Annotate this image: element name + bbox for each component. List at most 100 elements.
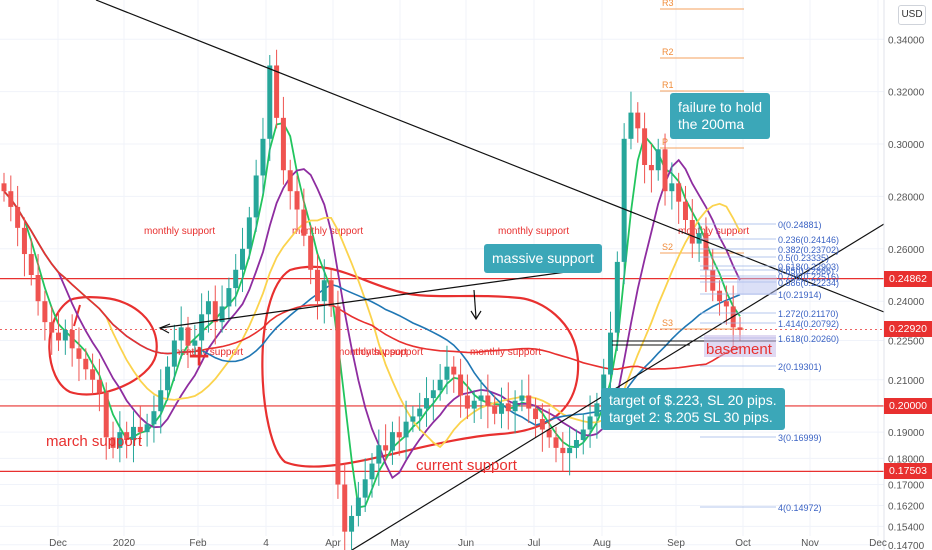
price-tag: 0.17503 [884,463,932,480]
time-tick-label: 4 [263,538,269,549]
moving-average-line [3,190,741,371]
candle [553,437,559,448]
candle [274,65,280,118]
candle [151,411,157,425]
candle [178,327,184,341]
candle [567,447,573,454]
price-tag: 0.24862 [884,270,932,287]
candle [526,395,532,409]
candle [280,117,286,171]
candle [314,269,320,302]
candles [1,49,743,550]
price-tick-label: 0.17000 [888,481,925,492]
candle [212,301,218,323]
candle [1,183,7,192]
candle [676,183,682,202]
candle [287,170,293,192]
candle [328,280,334,307]
candle [723,301,729,307]
support-arrow-line [159,267,596,329]
plus-label: + [188,336,211,378]
candle [49,322,55,333]
march-support-ellipse [48,296,158,396]
candle [165,366,171,391]
currency-button[interactable]: USD [898,5,926,25]
candle [717,290,723,302]
candle [689,220,695,244]
monthly-support-label: monthly support [470,347,541,358]
candle [546,429,552,438]
candle [117,432,123,448]
pivot-label: S2 [662,242,673,252]
candle [512,400,518,412]
candle [485,395,491,406]
candle [246,217,252,249]
candle [621,138,627,262]
candle [737,327,743,330]
candle [260,138,266,176]
basement-label: basement [706,341,772,358]
price-tag: 0.20000 [884,397,932,414]
time-tick-label: Aug [593,538,611,549]
monthly-support-label: monthly support [336,347,407,358]
candle [110,437,116,448]
candle [124,432,130,440]
monthly-support-label: monthly support [352,347,423,358]
candle [308,235,314,270]
time-tick-label: Nov [801,538,819,549]
downtrend-line [95,0,885,313]
candle [130,426,136,440]
candle [158,390,164,412]
target-callout: target of $.223, SL 20 pips. target 2: $… [601,388,785,430]
price-tick-label: 0.32000 [888,88,925,99]
massive-support-callout: massive support [484,244,602,273]
arrow-head [158,323,171,334]
candle [192,340,198,346]
fib-label: 1(0.21914) [778,290,822,300]
price-tick-label: 0.26000 [888,245,925,256]
candle [403,421,409,438]
candle [240,248,246,270]
fib-label: 3(0.16999) [778,433,822,443]
candle [669,183,675,192]
candle [710,269,716,291]
fib-label: 1.414(0.20792) [778,319,839,329]
candle [430,390,436,399]
uptrend-line [351,223,885,550]
candle [505,403,511,412]
candle [682,201,688,220]
pivot-label: R3 [662,0,674,8]
price-tick-label: 0.34000 [888,35,925,46]
candle [492,405,498,414]
candle [642,128,648,165]
price-tick-label: 0.18000 [888,454,925,465]
pivot-label: S3 [662,318,673,328]
candle [655,149,661,171]
candle [69,330,75,349]
candle [594,403,600,417]
candle [519,395,525,401]
candle [417,408,423,417]
price-tick-label: 0.15400 [888,522,925,533]
candle [396,432,402,438]
candle [205,301,211,315]
time-tick-label: Dec [869,538,887,549]
monthly-support-label: monthly support [678,226,749,237]
fib-label: 0.786(0.22516) [778,272,839,282]
monthly-support-label: monthly support [172,347,243,358]
candle [28,254,34,275]
fib-label: 1.618(0.20260) [778,334,839,344]
price-tick-label: 0.24000 [888,297,925,308]
candle [349,515,355,532]
candle [471,400,477,409]
candle [608,332,614,375]
monthly-support-label: monthly support [292,226,363,237]
current-support-label: current support [416,457,517,474]
candle [171,340,177,367]
candle [335,306,341,485]
candle [144,424,150,433]
fib-label: 0.5(0.23335) [778,253,829,263]
candle [62,330,68,341]
price-tick-label: 0.22500 [888,336,925,347]
